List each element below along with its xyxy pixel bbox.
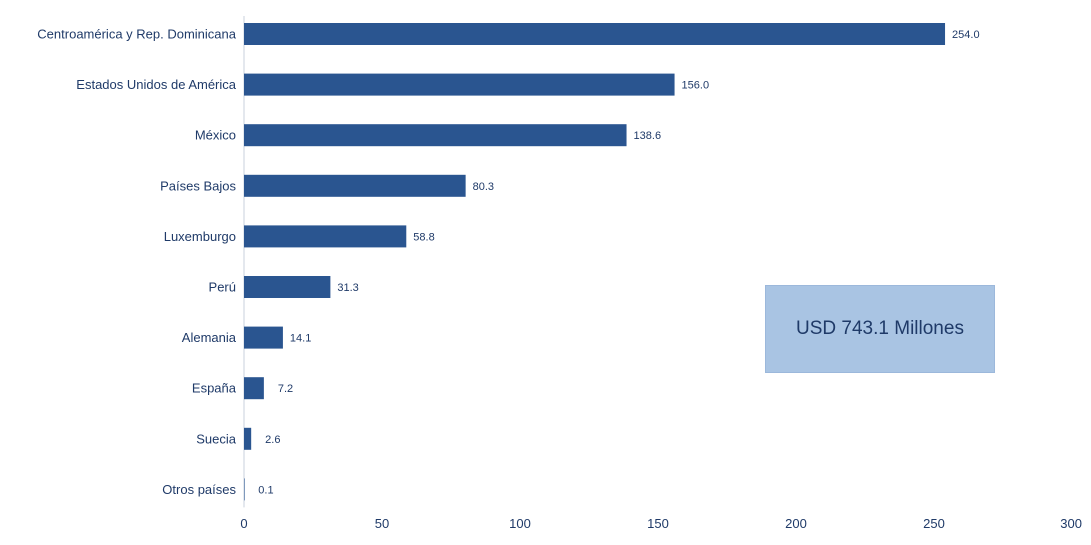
category-label: Suecia <box>196 431 237 446</box>
bar-value-label: 2.6 <box>265 434 280 446</box>
category-label: Luxemburgo <box>164 229 236 244</box>
bar-value-label: 0.1 <box>258 484 273 496</box>
x-tick-label: 250 <box>923 516 945 531</box>
category-label: Otros países <box>162 482 236 497</box>
bar <box>244 276 331 298</box>
bar-value-label: 80.3 <box>473 181 494 193</box>
bar <box>244 225 407 248</box>
bar <box>244 174 466 197</box>
bar-value-label: 138.6 <box>634 130 662 142</box>
x-tick-label: 50 <box>375 516 389 531</box>
bar-value-label: 14.1 <box>290 333 311 345</box>
bar-value-label: 156.0 <box>682 80 710 92</box>
bar-value-label: 31.3 <box>337 282 358 294</box>
bar-value-label: 58.8 <box>413 231 434 243</box>
bars-group <box>244 23 946 501</box>
x-tick-label: 0 <box>240 516 247 531</box>
category-label: España <box>192 381 237 396</box>
x-tick-label: 200 <box>785 516 807 531</box>
bar <box>244 427 252 450</box>
x-tick-label: 150 <box>647 516 669 531</box>
total-summary-box: USD 743.1 Millones <box>765 285 995 373</box>
category-label: Estados Unidos de América <box>76 77 236 92</box>
x-tick-label: 100 <box>509 516 531 531</box>
bar-value-label: 7.2 <box>278 383 293 395</box>
category-label: Países Bajos <box>160 178 236 193</box>
category-label: Centroamérica y Rep. Dominicana <box>37 27 236 42</box>
x-axis-ticks: 0 50 100 150 200 250 300 <box>240 516 1082 531</box>
bar <box>244 326 283 349</box>
bar-value-label: 254.0 <box>952 29 980 41</box>
category-label: Alemania <box>182 330 237 345</box>
bar <box>244 73 675 96</box>
bar <box>244 478 245 501</box>
bar <box>244 377 264 400</box>
category-labels: Centroamérica y Rep. Dominicana Estados U… <box>37 27 236 497</box>
category-label: México <box>195 128 236 143</box>
total-summary-text: USD 743.1 Millones <box>796 318 964 339</box>
x-tick-label: 300 <box>1060 516 1082 531</box>
bar <box>244 124 627 147</box>
bar <box>244 23 946 45</box>
value-labels: 254.0 156.0 138.6 80.3 58.8 31.3 14.1 7.2 2.6 0.1 <box>258 29 979 496</box>
category-label: Perú <box>209 280 236 295</box>
